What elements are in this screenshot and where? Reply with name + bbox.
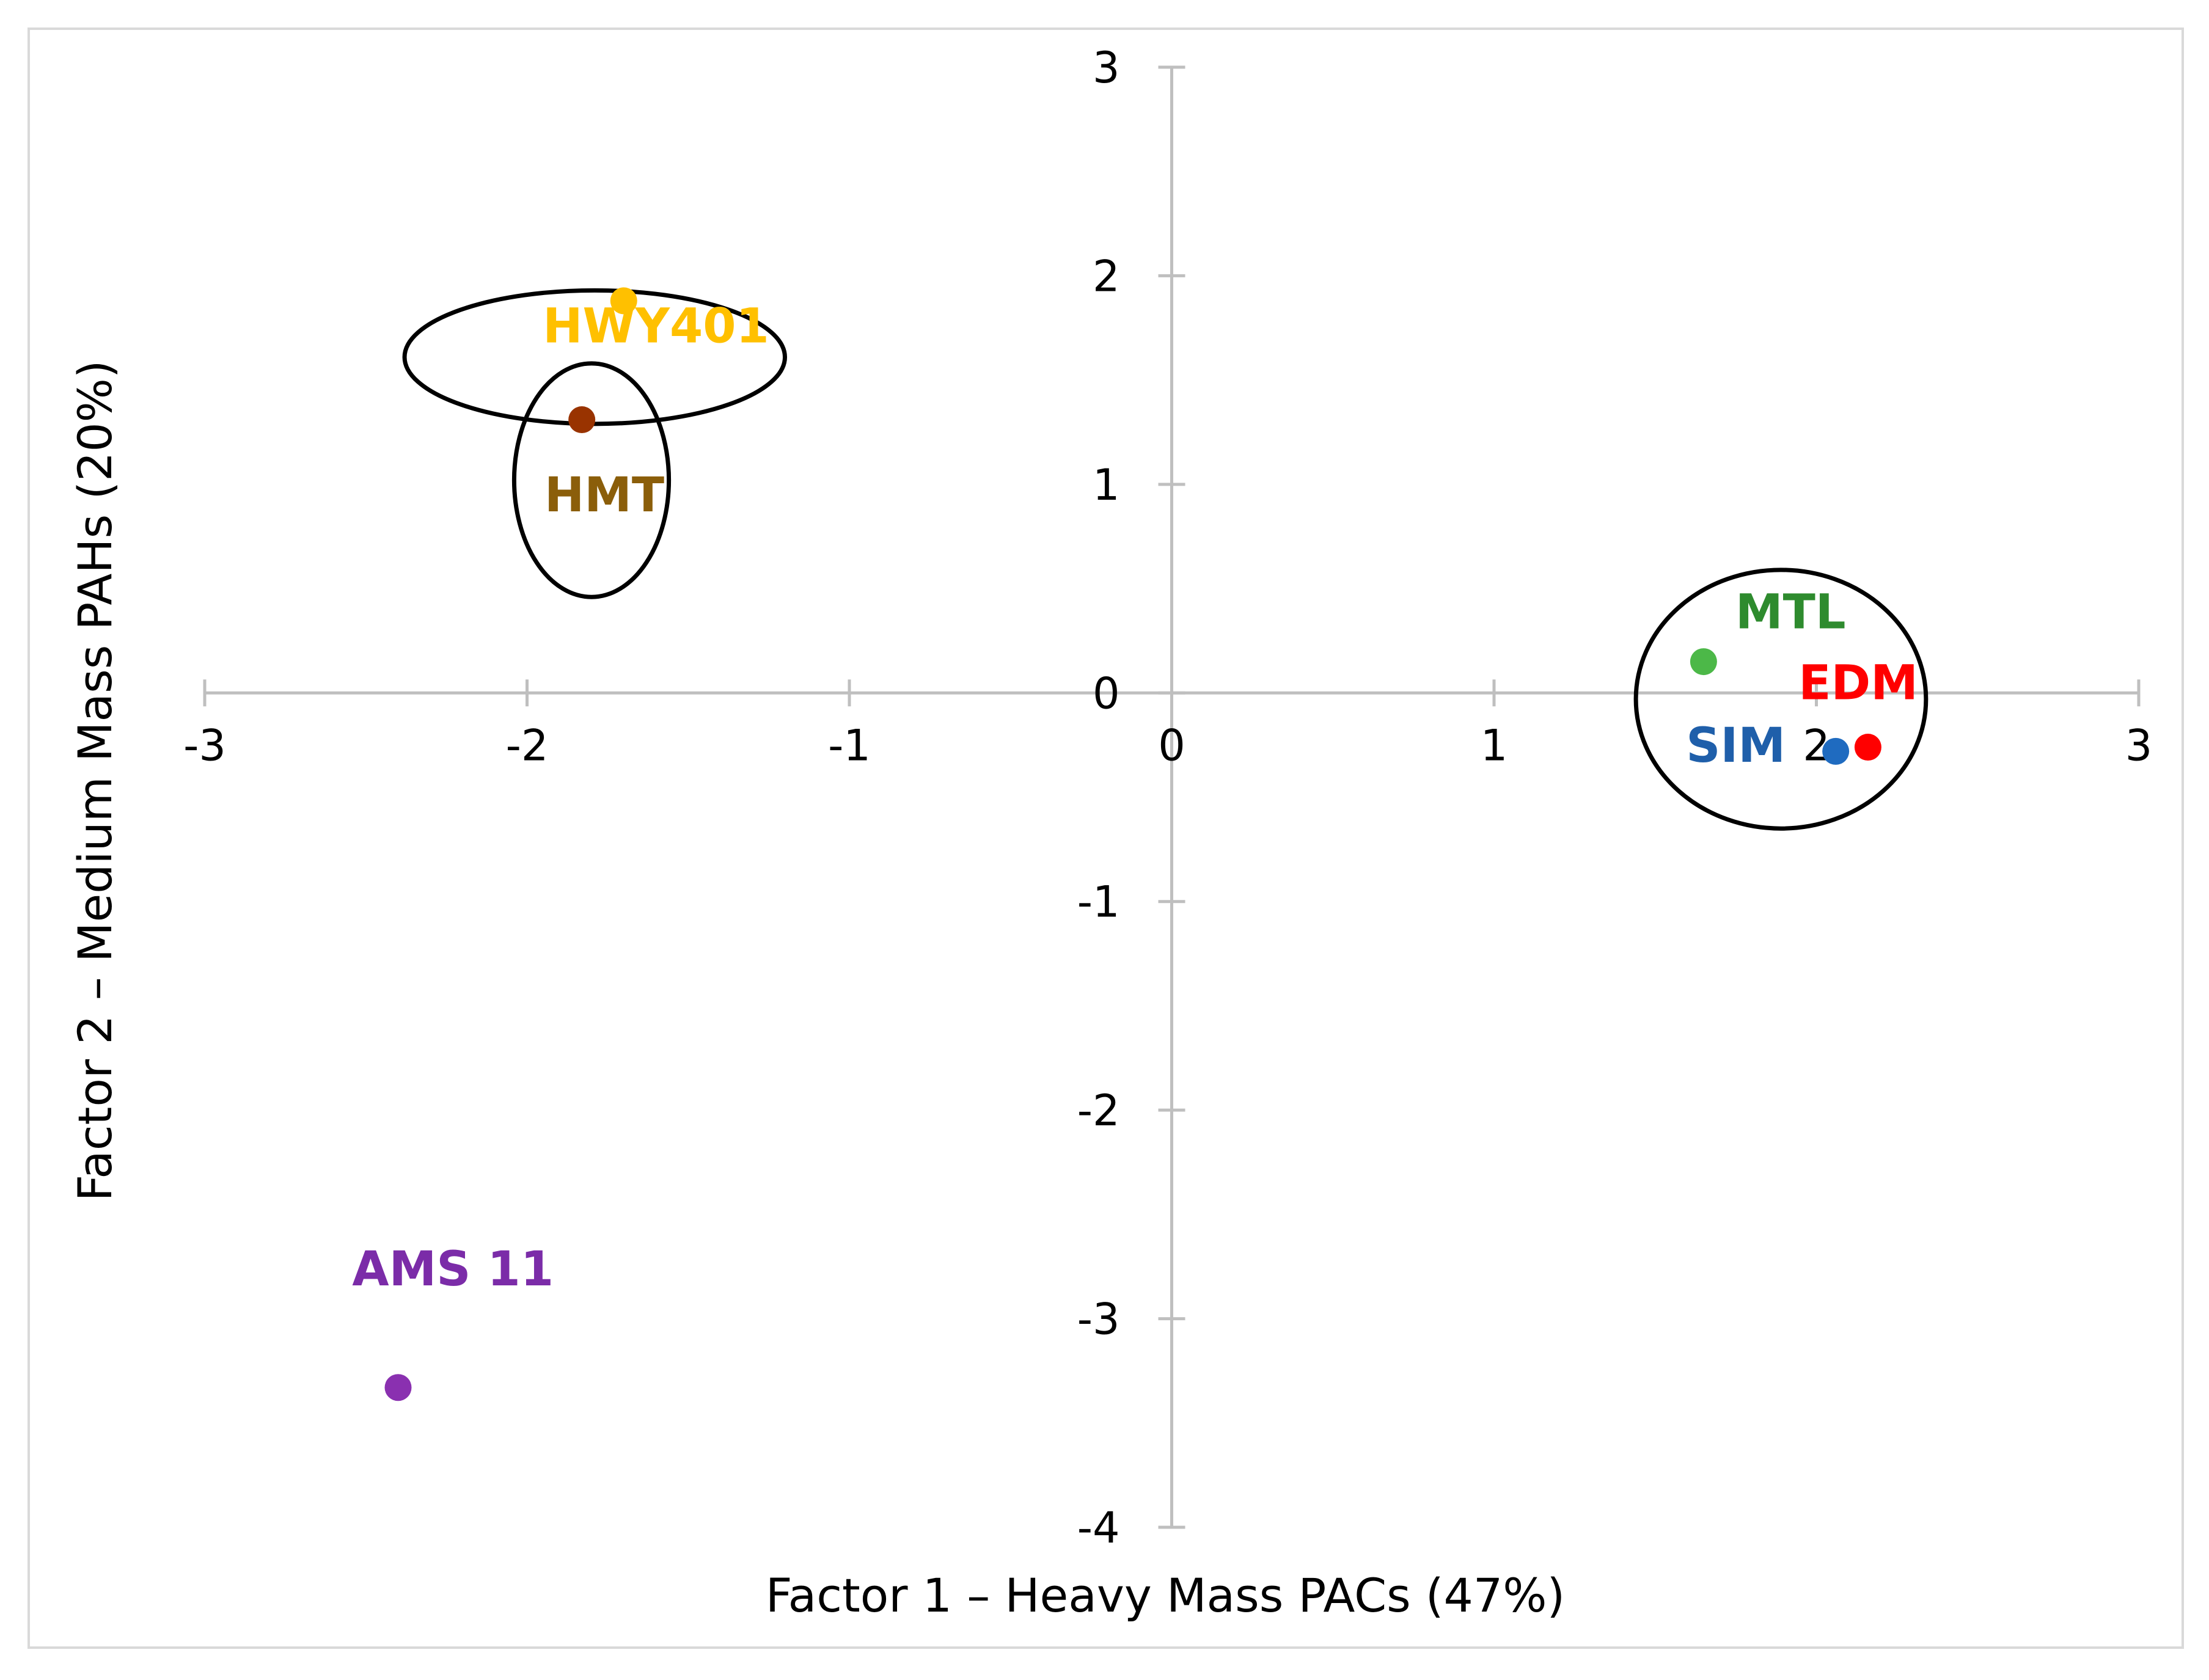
x-tick-label: -2	[506, 720, 549, 770]
x-tick-label: 1	[1481, 720, 1508, 770]
y-tick-label: 0	[1093, 668, 1120, 718]
y-tick-label: -3	[1077, 1295, 1120, 1345]
label-hmt: HMT	[544, 468, 664, 523]
x-axis-title: Factor 1 – Heavy Mass PACs (47%)	[766, 1568, 1565, 1623]
point-sim	[1822, 737, 1850, 765]
cluster-ellipses	[402, 288, 1929, 831]
y-tick-label: -4	[1077, 1503, 1120, 1553]
point-hwy401	[610, 287, 637, 315]
point-hmt	[568, 406, 596, 434]
x-tick-label: -3	[183, 720, 226, 770]
x-tick-label: 0	[1158, 720, 1185, 770]
label-ams-11: AMS 11	[352, 1242, 554, 1297]
label-hwy401: HWY401	[543, 299, 769, 354]
data-points	[384, 287, 1881, 1401]
point-edm	[1854, 734, 1881, 761]
cluster-ellipse	[402, 288, 788, 426]
chart-frame	[27, 27, 2184, 1649]
cluster-ellipse	[1633, 568, 1929, 831]
x-tick-label: 3	[2125, 720, 2153, 770]
y-tick-label: -2	[1077, 1086, 1120, 1136]
y-tick-label: 2	[1093, 251, 1120, 301]
y-axis-title: Factor 2 – Medium Mass PAHs (20%)	[68, 360, 122, 1201]
y-tick-label: -1	[1077, 877, 1120, 927]
point-mtl	[1690, 648, 1717, 676]
x-tick-label: -1	[828, 720, 871, 770]
cluster-ellipse	[511, 361, 672, 599]
point-ams-11	[384, 1374, 412, 1401]
label-mtl: MTL	[1735, 585, 1846, 640]
label-edm: EDM	[1798, 656, 1918, 711]
y-tick-label: 1	[1093, 460, 1120, 510]
label-sim: SIM	[1686, 718, 1786, 773]
y-tick-label: 3	[1093, 43, 1120, 93]
